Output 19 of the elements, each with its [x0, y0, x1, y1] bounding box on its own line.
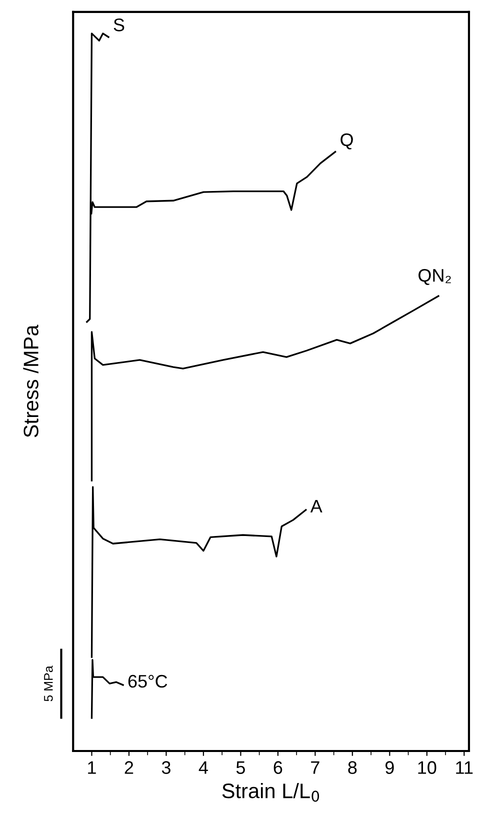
x-tick-label: 11 [456, 761, 473, 774]
x-axis-title: Strain L/L$_{0}$ [222, 782, 320, 802]
series-label: QN₂ [418, 268, 451, 285]
x-tick-label: 7 [311, 761, 320, 774]
x-tick-label: 6 [274, 761, 282, 774]
series-label: S [114, 18, 124, 32]
x-tick-label: 2 [124, 761, 134, 774]
x-tick-label: 5 [236, 761, 245, 774]
series-label: A [310, 500, 322, 512]
y-axis-title: Stress /MPa [23, 324, 38, 438]
series-label: 65°C [128, 674, 168, 688]
series-label: Q [340, 133, 353, 150]
x-tick-label: 4 [198, 761, 208, 774]
x-tick-label: 8 [348, 761, 357, 774]
x-tick-label: 1 [88, 761, 96, 774]
x-tick-label: 10 [418, 761, 436, 774]
x-tick-label: 9 [385, 761, 394, 774]
text: 5 MPa [44, 666, 53, 702]
x-tick-label: 3 [162, 761, 170, 774]
